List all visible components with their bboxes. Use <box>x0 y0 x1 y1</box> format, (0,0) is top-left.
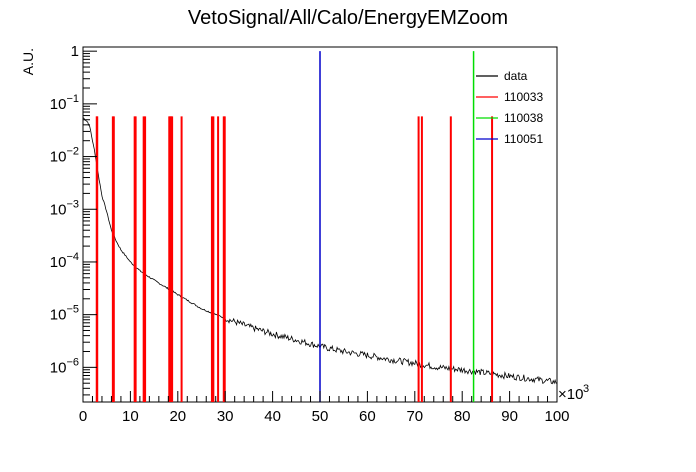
x-tick-label: 0 <box>79 408 87 425</box>
y-tick-label: 10−6 <box>50 356 79 376</box>
x-tick-label: 10 <box>122 408 139 425</box>
x-tick-label: 90 <box>501 408 518 425</box>
x-tick-label: 20 <box>169 408 186 425</box>
y-tick-label: 1 <box>71 43 79 60</box>
y-tick-label: 10−2 <box>50 146 79 166</box>
chart-title: VetoSignal/All/Calo/EnergyEMZoom <box>188 7 508 29</box>
x-tick-label: 70 <box>406 408 423 425</box>
y-tick-label: 10−1 <box>50 93 79 113</box>
x-scale-exponent: 3 <box>583 383 589 395</box>
legend-label-data: data <box>504 69 528 83</box>
legend-label-110033: 110033 <box>504 90 543 104</box>
data-marks <box>82 51 558 402</box>
x-tick-label: 30 <box>217 408 234 425</box>
x-tick-label: 100 <box>544 408 569 425</box>
y-axis-label: A.U. <box>20 48 36 75</box>
x-tick-label: 40 <box>264 408 281 425</box>
x-axis: 0 10 20 30 40 50 60 70 80 90 100 ×10 3 <box>79 383 589 425</box>
y-tick-label: 10−5 <box>50 304 79 324</box>
y-tick-label: 10−4 <box>50 251 79 271</box>
x-scale-multiplier: ×10 <box>558 386 583 403</box>
y-axis: 1 10−1 10−2 10−3 10−4 10−5 10−6 <box>50 43 97 396</box>
x-tick-label: 60 <box>359 408 376 425</box>
legend-label-110038: 110038 <box>504 111 543 125</box>
y-tick-label: 10−3 <box>50 198 79 218</box>
legend: data 110033 110038 110051 <box>476 69 543 146</box>
x-tick-label: 80 <box>454 408 471 425</box>
legend-label-110051: 110051 <box>504 132 543 146</box>
x-tick-label: 50 <box>312 408 329 425</box>
